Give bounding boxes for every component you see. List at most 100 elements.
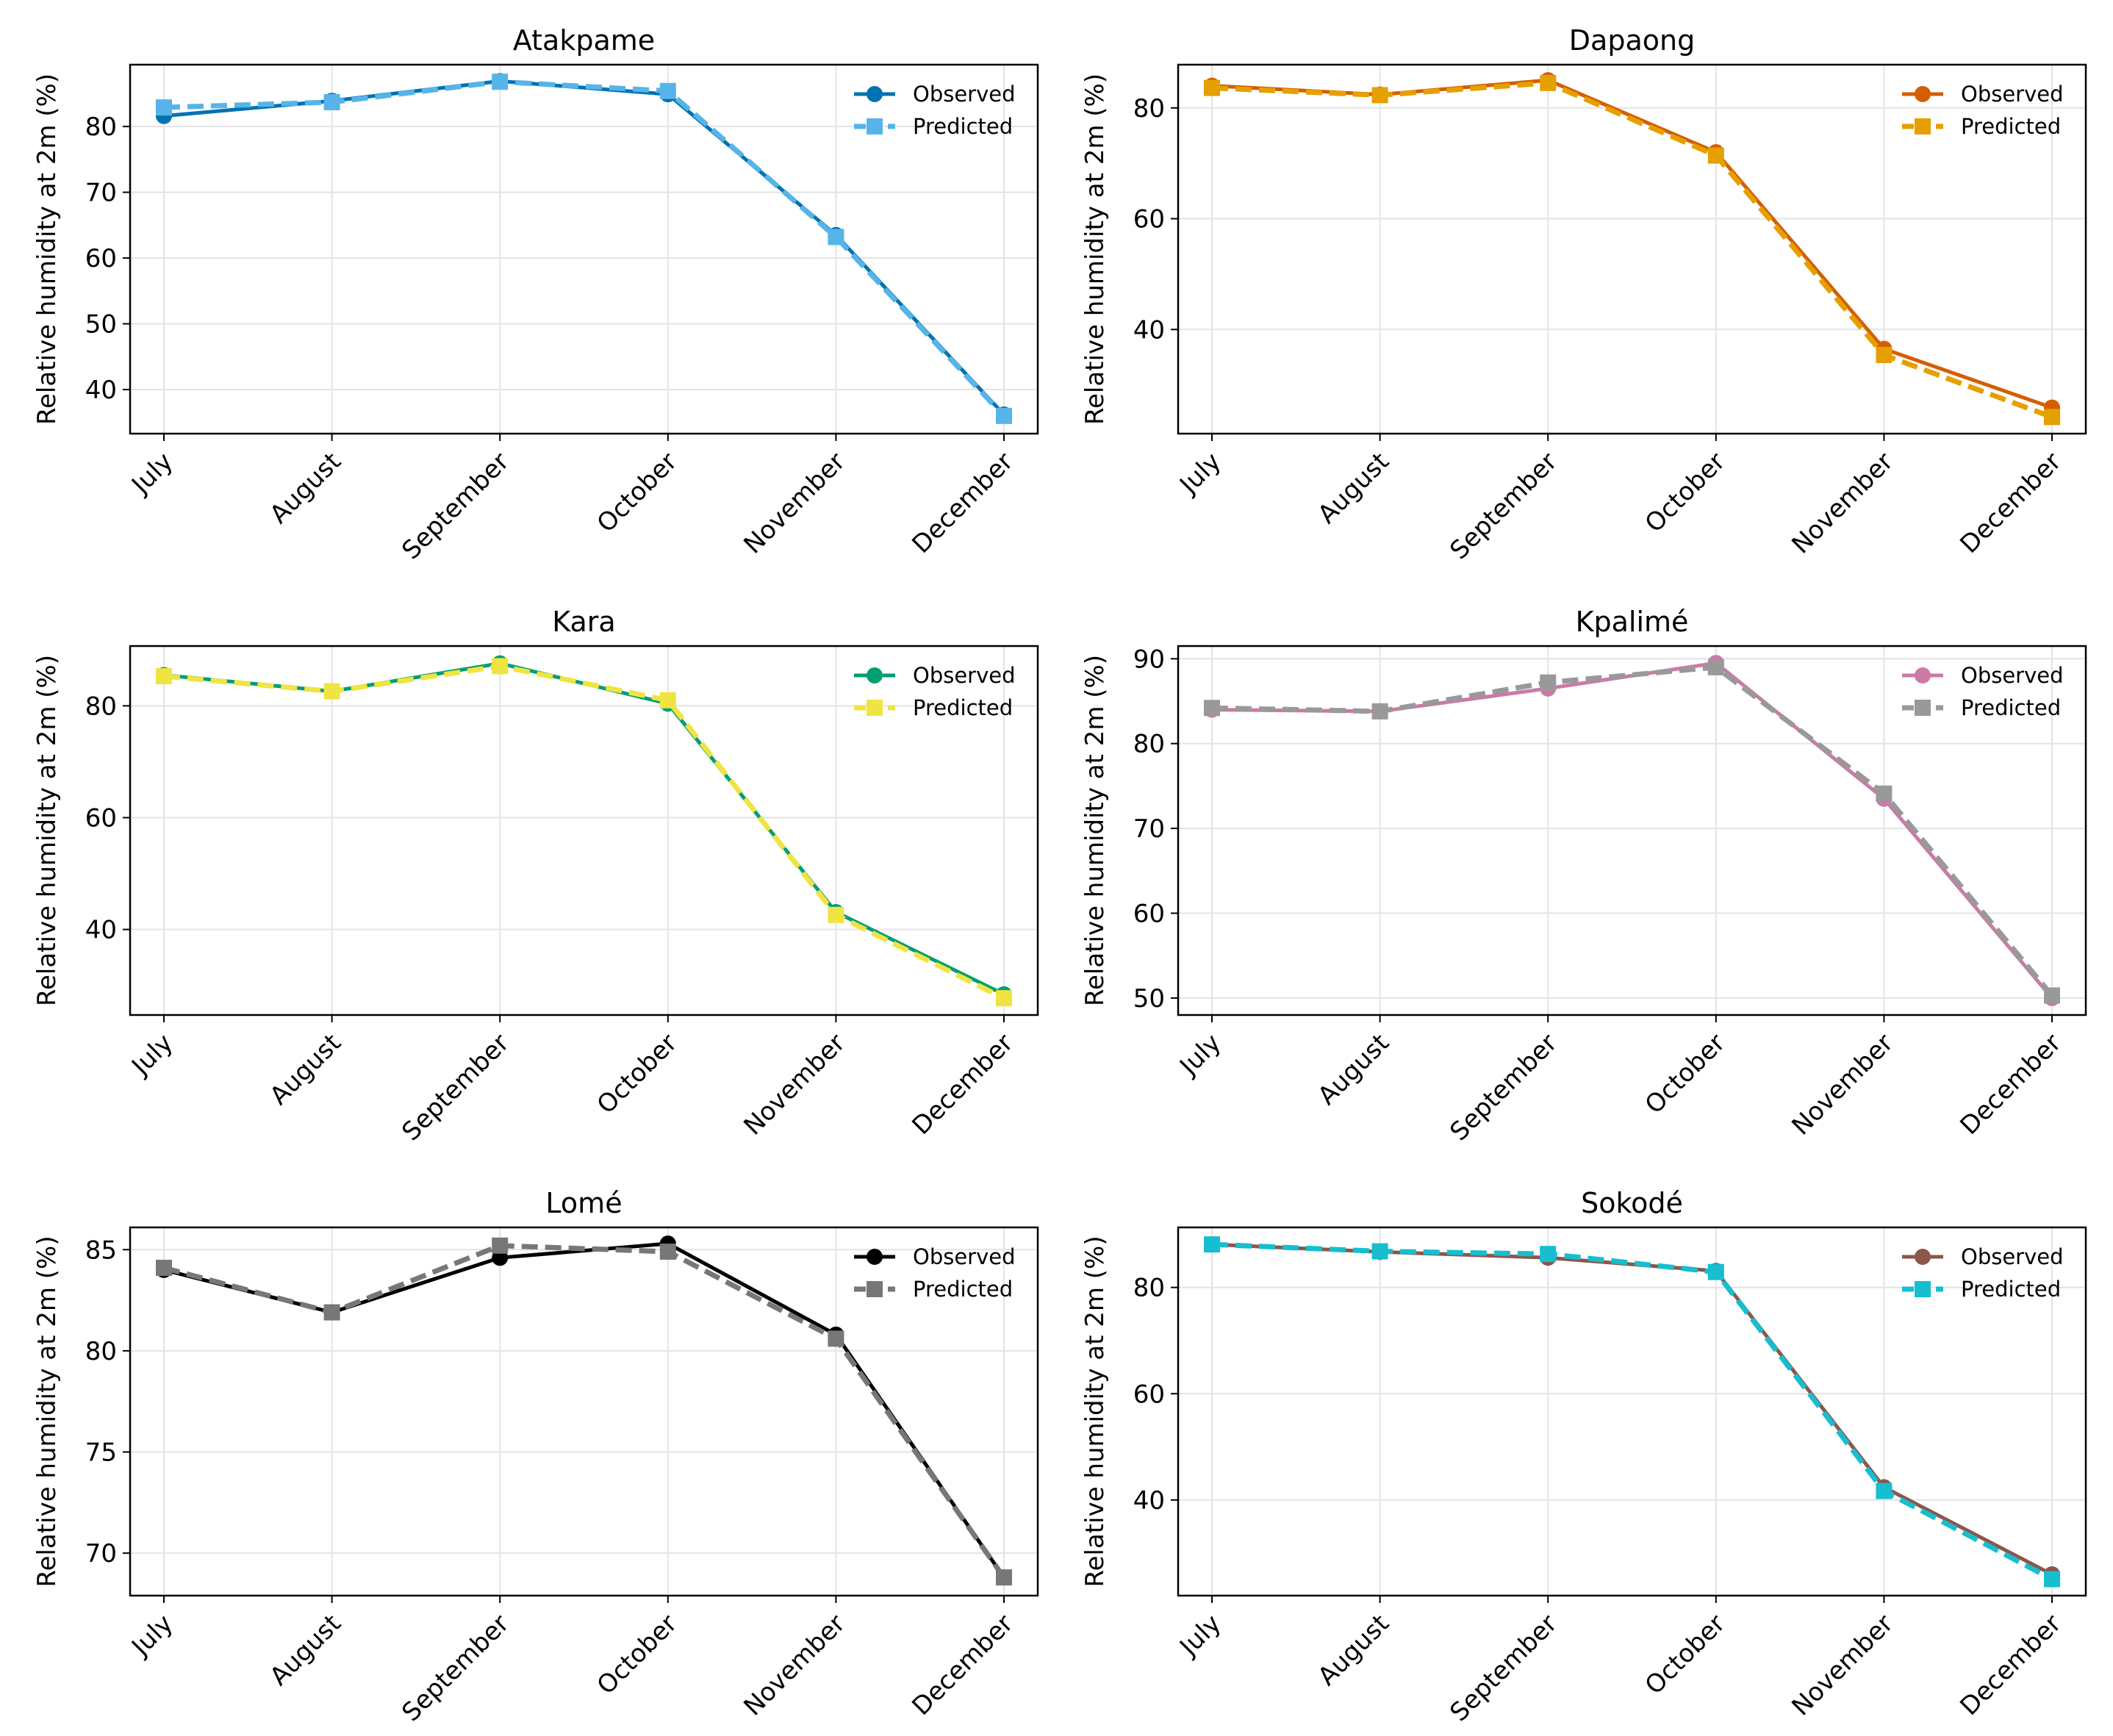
y-tick-label: 60 — [85, 244, 117, 273]
y-axis-label: Relative humidity at 2m (%) — [1080, 655, 1110, 1006]
x-tick-label: August — [1313, 1609, 1395, 1691]
legend-label-predicted: Predicted — [1961, 695, 2061, 720]
x-tick-label: December — [906, 447, 1019, 559]
legend-marker-predicted — [1915, 118, 1931, 134]
legend-marker-observed — [1915, 86, 1931, 102]
x-tick-label: October — [592, 1028, 684, 1120]
panel-dapaong: 40 60 80 July August September October November… — [1080, 24, 2087, 565]
data-point-predicted — [659, 1244, 676, 1260]
x-tick-label: December — [1954, 1609, 2067, 1721]
x-tick-label: July — [1173, 447, 1227, 501]
x-tick-label: July — [1173, 1609, 1227, 1663]
panel-title: Sokodé — [1581, 1187, 1683, 1219]
x-tick-label: December — [906, 1028, 1019, 1141]
x-tick-label: December — [906, 1609, 1019, 1721]
y-tick-label: 80 — [1133, 730, 1165, 759]
data-point-predicted — [659, 692, 676, 709]
y-axis-label: Relative humidity at 2m (%) — [32, 655, 62, 1006]
x-tick-label: August — [265, 447, 347, 529]
legend-marker-predicted — [1915, 1281, 1931, 1297]
legend-label-observed: Observed — [913, 663, 1016, 688]
y-tick-label: 80 — [1133, 1274, 1165, 1303]
legend-label-predicted: Predicted — [913, 1277, 1013, 1302]
data-point-predicted — [996, 1569, 1012, 1586]
panel-lomé: 70 75 80 85 July August September October Novemb… — [32, 1187, 1039, 1727]
x-tick-label: August — [1313, 1028, 1395, 1111]
x-tick-label: August — [265, 1028, 347, 1111]
panel-title: Atakpame — [513, 24, 655, 57]
data-point-predicted — [1371, 87, 1388, 104]
y-axis-label: Relative humidity at 2m (%) — [32, 1235, 62, 1587]
x-tick-label: July — [125, 1609, 179, 1663]
data-point-predicted — [156, 1260, 172, 1277]
legend-label-observed: Observed — [913, 82, 1016, 107]
y-tick-label: 40 — [85, 376, 117, 405]
data-point-observed — [492, 1249, 509, 1266]
x-tick-label: November — [1786, 1609, 1898, 1721]
legend-marker-observed — [867, 667, 883, 684]
data-point-predicted — [2044, 987, 2060, 1004]
data-point-predicted — [659, 82, 676, 99]
data-point-predicted — [2044, 1571, 2060, 1588]
data-point-predicted — [1371, 703, 1388, 720]
y-tick-label: 40 — [1133, 1486, 1165, 1516]
legend-label-observed: Observed — [913, 1244, 1016, 1269]
data-point-predicted — [1876, 346, 1893, 363]
y-tick-label: 70 — [85, 179, 117, 208]
data-point-predicted — [1707, 659, 1724, 675]
legend-marker-observed — [1915, 667, 1931, 684]
data-point-predicted — [1204, 700, 1220, 717]
data-point-predicted — [156, 99, 172, 116]
y-axis-label: Relative humidity at 2m (%) — [32, 73, 62, 425]
x-tick-label: November — [1786, 447, 1898, 559]
legend-label-predicted: Predicted — [1961, 114, 2061, 139]
y-tick-label: 80 — [85, 692, 117, 721]
data-point-predicted — [323, 94, 340, 111]
x-tick-label: November — [738, 1609, 850, 1721]
y-tick-label: 85 — [85, 1235, 117, 1265]
panel-sokodé: 40 60 80 July August September October November… — [1080, 1187, 2087, 1727]
data-point-predicted — [1876, 785, 1893, 802]
y-axis-label: Relative humidity at 2m (%) — [1080, 73, 1110, 425]
data-point-predicted — [1371, 1243, 1388, 1260]
y-tick-label: 40 — [1133, 315, 1165, 345]
x-tick-label: July — [125, 1028, 179, 1082]
y-tick-label: 80 — [85, 1337, 117, 1366]
series-line-predicted — [163, 1243, 1006, 1579]
legend-label-observed: Observed — [1961, 82, 2064, 107]
data-point-predicted — [156, 668, 172, 685]
panel-title: Lomé — [545, 1187, 622, 1219]
x-tick-label: December — [1954, 447, 2067, 559]
y-tick-label: 70 — [1133, 814, 1165, 844]
x-tick-label: December — [1954, 1028, 2067, 1141]
x-tick-label: September — [1444, 1028, 1563, 1147]
legend-marker-observed — [867, 86, 883, 102]
x-tick-label: July — [125, 447, 179, 501]
x-tick-label: July — [1173, 1028, 1227, 1082]
data-point-predicted — [1707, 1263, 1724, 1280]
series-line-predicted — [1211, 664, 2054, 997]
series-line-predicted — [1211, 80, 2053, 420]
data-point-predicted — [323, 683, 340, 700]
x-tick-label: October — [592, 447, 684, 539]
axes-frame — [129, 1226, 1039, 1597]
axes-frame — [1177, 645, 2087, 1016]
x-tick-label: October — [1640, 447, 1732, 539]
data-point-predicted — [1540, 1246, 1557, 1263]
x-tick-label: September — [396, 1028, 514, 1147]
data-point-predicted — [828, 1330, 844, 1347]
data-point-predicted — [1204, 1236, 1220, 1253]
y-tick-label: 50 — [85, 310, 117, 340]
x-tick-label: September — [1444, 1609, 1563, 1727]
y-tick-label: 75 — [85, 1438, 117, 1468]
data-point-predicted — [1707, 147, 1724, 164]
x-tick-label: October — [1640, 1609, 1732, 1701]
axes-frame — [1177, 63, 2087, 435]
x-tick-label: October — [1640, 1028, 1732, 1120]
legend-label-predicted: Predicted — [913, 114, 1013, 139]
y-tick-label: 90 — [1133, 645, 1165, 674]
legend-label-predicted: Predicted — [1961, 1277, 2061, 1302]
legend-marker-predicted — [867, 118, 883, 134]
y-tick-label: 50 — [1133, 984, 1165, 1014]
